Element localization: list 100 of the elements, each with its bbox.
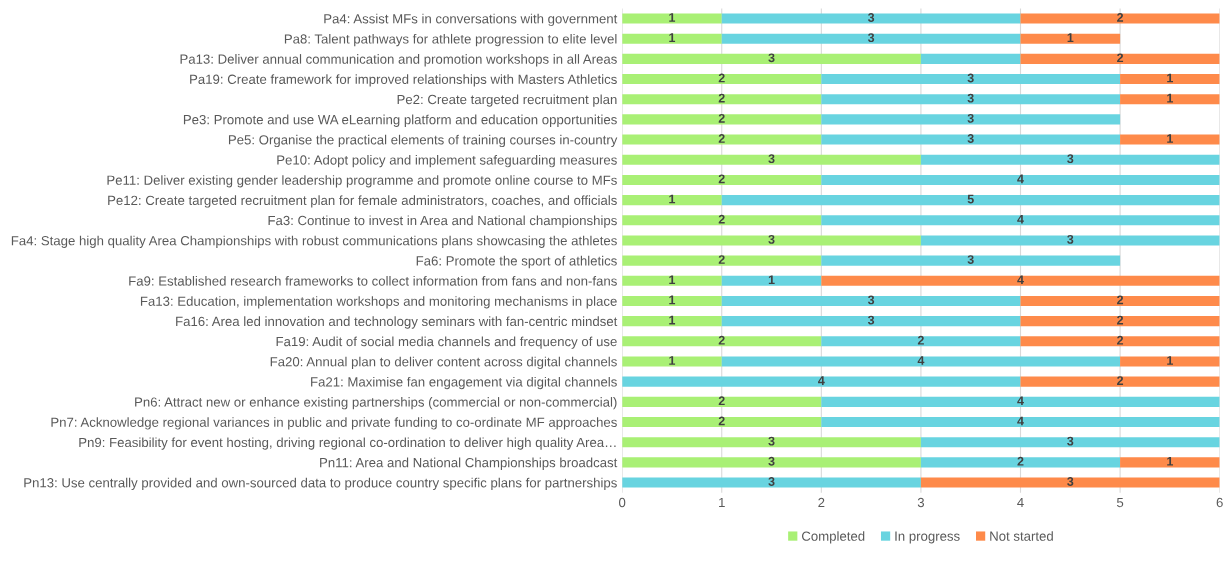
bar bbox=[920, 235, 1220, 246]
bar bbox=[821, 255, 1121, 266]
bar bbox=[622, 457, 921, 468]
y-tick-label: Pn13: Use centrally provided and own-sourced data to produce country specific plans for partnerships bbox=[24, 477, 617, 491]
data-label: 3 bbox=[1067, 477, 1074, 486]
data-label: 3 bbox=[867, 13, 875, 22]
data-label: 3 bbox=[867, 33, 875, 43]
bar bbox=[821, 396, 1220, 407]
data-label: 3 bbox=[1067, 436, 1074, 446]
bar bbox=[622, 275, 722, 286]
bar bbox=[821, 174, 1220, 185]
y-tick-label: Fa21: Maximise fan engagement via digital channels bbox=[311, 376, 617, 390]
data-label: 1 bbox=[1167, 134, 1174, 143]
data-label: 2 bbox=[718, 73, 725, 83]
y-tick-label: Pa13: Deliver annual communication and promotion workshops in all Areas bbox=[180, 54, 617, 67]
bar bbox=[1120, 74, 1220, 85]
bar bbox=[1020, 53, 1220, 64]
data-label: 1 bbox=[669, 33, 676, 42]
bar bbox=[622, 134, 822, 145]
data-label: 3 bbox=[1067, 154, 1074, 164]
bar bbox=[821, 74, 1121, 85]
data-label: 2 bbox=[718, 214, 725, 224]
data-label: 4 bbox=[1017, 416, 1024, 426]
bar bbox=[821, 336, 1021, 347]
bar bbox=[920, 437, 1220, 448]
y-tick-label: Fa13: Education, implementation workshops and monitoring mechanisms in place bbox=[140, 296, 617, 309]
bar bbox=[622, 396, 822, 407]
bar bbox=[622, 13, 722, 24]
data-label: 1 bbox=[1167, 457, 1174, 466]
data-label: 1 bbox=[669, 315, 676, 325]
data-label: 2 bbox=[1017, 456, 1024, 466]
bar bbox=[1120, 134, 1220, 145]
data-label: 5 bbox=[967, 194, 974, 204]
y-tick-label: Pe12: Create targeted recruitment plan for female administrators, coaches, and officials bbox=[108, 195, 617, 208]
bar bbox=[622, 416, 822, 428]
bar bbox=[821, 275, 1220, 286]
data-label: 3 bbox=[967, 93, 974, 103]
y-tick-label: Pa19: Create framework for improved relationships with Masters Athletics bbox=[190, 74, 617, 87]
data-label: 2 bbox=[718, 255, 725, 264]
data-label: 2 bbox=[718, 134, 725, 143]
data-label: 2 bbox=[1117, 335, 1124, 345]
y-tick-label: Fa4: Stage high quality Area Championships with robust communications plans showcasing the athletes bbox=[11, 235, 617, 248]
legend-label: Not started bbox=[990, 531, 1053, 541]
data-label: 3 bbox=[768, 456, 775, 466]
y-tick-label: Pn11: Area and National Championships broadcast bbox=[320, 457, 618, 470]
data-label: 4 bbox=[818, 376, 825, 385]
bar bbox=[622, 174, 822, 185]
bar bbox=[821, 215, 1220, 226]
y-tick-label: Fa16: Area led innovation and technology seminars with fan-centric mindset bbox=[176, 316, 618, 329]
data-label: 3 bbox=[967, 73, 974, 83]
bar bbox=[622, 154, 921, 165]
bar bbox=[721, 275, 822, 286]
bar bbox=[1020, 295, 1220, 307]
x-tick-label: 2 bbox=[818, 497, 825, 508]
x-tick-label: 3 bbox=[917, 497, 925, 508]
bar bbox=[1020, 13, 1220, 24]
data-label: 2 bbox=[718, 113, 725, 123]
data-label: 3 bbox=[967, 134, 974, 143]
x-tick-label: 0 bbox=[619, 497, 626, 508]
bar bbox=[920, 477, 1220, 488]
bar bbox=[1020, 33, 1121, 44]
data-label: 1 bbox=[768, 275, 775, 285]
data-label: 2 bbox=[718, 93, 725, 103]
bar bbox=[622, 316, 722, 327]
data-label: 1 bbox=[669, 194, 676, 204]
y-tick-label: Pa8: Talent pathways for athlete progression to elite level bbox=[284, 33, 617, 47]
bar bbox=[920, 457, 1121, 468]
y-tick-label: Pe10: Adopt policy and implement safeguarding measures bbox=[277, 154, 617, 168]
y-tick-label: Fa9: Established research frameworks to collect information from fans and non-fans bbox=[129, 276, 617, 286]
data-label: 1 bbox=[669, 13, 676, 22]
y-tick-label: Pa4: Assist MFs in conversations with government bbox=[324, 13, 618, 27]
data-label: 3 bbox=[967, 255, 974, 264]
data-label: 1 bbox=[1167, 356, 1174, 365]
bar bbox=[920, 154, 1220, 165]
x-tick-label: 4 bbox=[1017, 497, 1024, 508]
data-label: 2 bbox=[718, 174, 725, 184]
y-tick-label: Fa19: Audit of social media channels and frequency of use bbox=[276, 336, 617, 349]
bar bbox=[622, 195, 722, 206]
data-label: 2 bbox=[1117, 13, 1124, 22]
y-tick-label: Pn6: Attract new or enhance existing partnerships (commercial or non-commercial) bbox=[135, 397, 617, 410]
data-label: 2 bbox=[718, 416, 725, 426]
bar bbox=[622, 336, 822, 347]
data-label: 4 bbox=[1017, 174, 1024, 184]
data-label: 3 bbox=[967, 113, 974, 123]
bar bbox=[622, 74, 822, 85]
data-label: 3 bbox=[867, 295, 875, 305]
bar bbox=[821, 94, 1121, 105]
x-tick-label: 1 bbox=[719, 497, 725, 508]
x-tick-label: 5 bbox=[1116, 497, 1124, 508]
data-label: 3 bbox=[1067, 234, 1074, 244]
bar bbox=[622, 94, 822, 105]
data-label: 2 bbox=[1117, 315, 1124, 325]
y-tick-label: Fa3: Continue to invest in Area and National championships bbox=[268, 215, 617, 228]
bar bbox=[721, 295, 1021, 307]
data-label: 2 bbox=[1117, 53, 1124, 63]
data-label: 1 bbox=[1167, 73, 1174, 83]
legend-label: Completed bbox=[801, 531, 865, 544]
bar bbox=[721, 356, 1121, 367]
data-label: 3 bbox=[768, 477, 775, 486]
data-label: 4 bbox=[1017, 214, 1024, 224]
